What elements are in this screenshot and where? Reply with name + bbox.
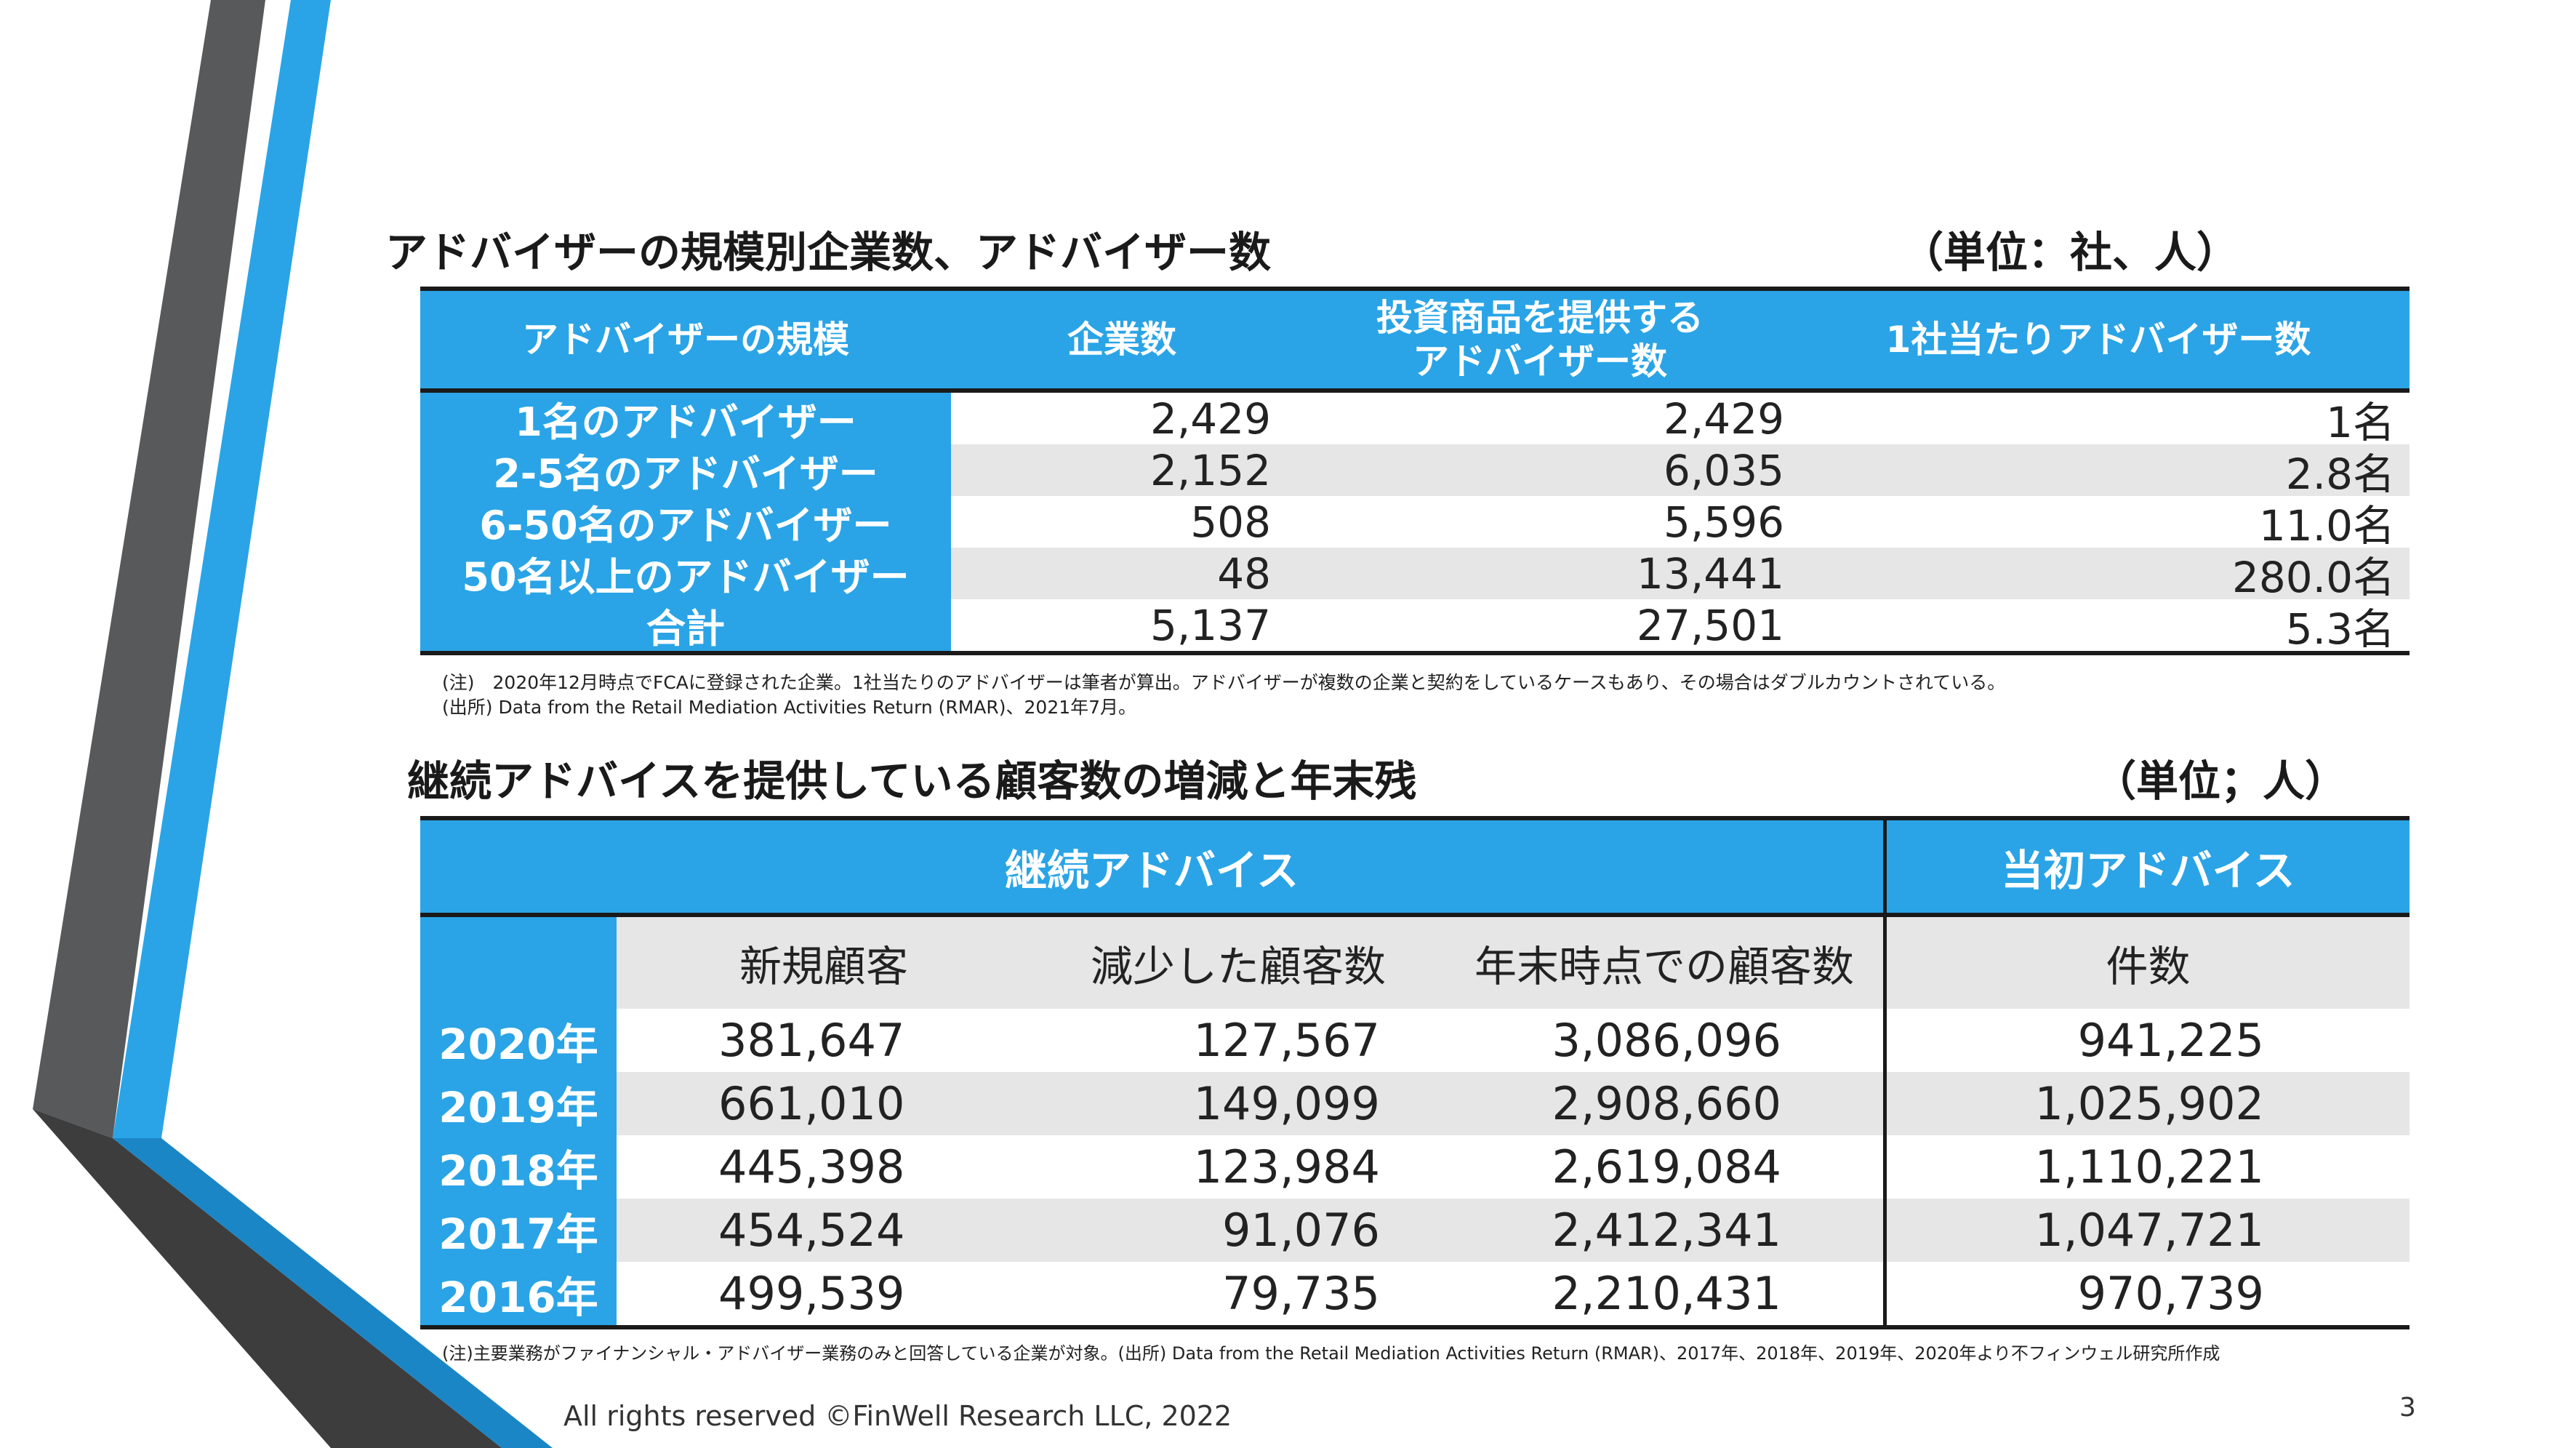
row-label: 1名のアドバイザー [420, 393, 951, 445]
header-separator [420, 913, 2410, 917]
row-year: 2020年 [420, 1009, 617, 1072]
section1-title: アドバイザーの規模別企業数、アドバイザー数 [385, 228, 1272, 277]
adviser-size-table: アドバイザーの規模 企業数 投資商品を提供する アドバイザー数 1社当たりアドバ… [420, 287, 2410, 655]
table-bottom-border [420, 1325, 2410, 1329]
cell-advisers: 5,596 [1663, 497, 1784, 547]
cell-new: 381,647 [718, 1014, 905, 1067]
cell-new: 661,010 [617, 1072, 1031, 1135]
cell-year-end: 2,908,660 [1445, 1072, 1887, 1135]
section2-title: 継続アドバイスを提供している顧客数の増減と年末残 [407, 756, 1417, 806]
cell-year-end: 3,086,096 [1445, 1009, 1887, 1072]
cell-year-end: 2,210,431 [1445, 1262, 1887, 1325]
row-label: 2-5名のアドバイザー [420, 444, 951, 497]
cell-advisers: 13,441 [1293, 548, 1787, 599]
header-ongoing-advice: 継続アドバイス [420, 820, 1887, 913]
cell-per-firm: 280.0名 [1787, 548, 2410, 602]
section1-unit: （単位：社、人） [1901, 228, 2239, 277]
table-row: 2016年 499,539 79,735 2,210,431 970,739 [420, 1262, 2410, 1325]
stripe-gray-bottom [33, 1109, 502, 1448]
cell-count: 941,225 [2077, 1014, 2264, 1067]
group-header-row: 継続アドバイス 当初アドバイス [420, 820, 2410, 913]
table-row-total: 合計 5,137 27,501 5.3名 [420, 599, 2410, 654]
cell-per-firm: 11.0名 [2258, 500, 2395, 551]
header-year-end-clients: 年末時点での顧客数 [1445, 917, 1887, 1009]
cell-firms: 48 [951, 548, 1293, 599]
cell-firms: 2,152 [951, 444, 1293, 496]
row-year: 2019年 [420, 1072, 617, 1135]
header-lost-clients: 減少した顧客数 [1031, 917, 1445, 1009]
table-header: アドバイザーの規模 企業数 投資商品を提供する アドバイザー数 1社当たりアドバ… [420, 287, 2410, 393]
cell-firms: 508 [1190, 497, 1271, 547]
table-row: 6-50名のアドバイザー 508 5,596 11.0名 [420, 496, 2410, 551]
row-year: 2017年 [420, 1199, 617, 1262]
cell-firms: 5,137 [1149, 600, 1271, 650]
table-row: 1名のアドバイザー 2,429 2,429 1名 [420, 393, 2410, 447]
table-row: 50名以上のアドバイザー 48 13,441 280.0名 [420, 548, 2410, 602]
section2-unit: （単位；人） [2094, 756, 2348, 806]
header-size: アドバイザーの規模 [522, 319, 849, 361]
table-row: 2017年 454,524 91,076 2,412,341 1,047,721 [420, 1199, 2410, 1262]
header-advisers: 投資商品を提供する アドバイザー数 [1293, 291, 1787, 388]
table-top-border [420, 816, 2410, 820]
cell-count: 1,110,221 [2034, 1140, 2264, 1193]
cell-per-firm: 5.3名 [2285, 604, 2395, 654]
section2-note: (注)主要業務がファイナンシャル・アドバイザー業務のみと回答している企業が対象。… [442, 1343, 2220, 1364]
cell-lost: 123,984 [1193, 1140, 1380, 1193]
cell-per-firm: 2.8名 [1787, 444, 2410, 499]
cell-advisers: 27,501 [1637, 600, 1784, 650]
cell-firms: 2,429 [1149, 393, 1271, 444]
stripe-blue-bottom [113, 1138, 553, 1448]
cell-lost: 79,735 [1222, 1267, 1380, 1320]
stripe-blue-top [113, 0, 331, 1138]
cell-advisers: 2,429 [1663, 393, 1784, 444]
row-year: 2018年 [420, 1135, 617, 1199]
row-label: 合計 [420, 599, 951, 652]
header-initial-advice: 当初アドバイス [2001, 845, 2295, 895]
cell-lost: 149,099 [1031, 1072, 1445, 1135]
cell-count: 1,025,902 [1887, 1072, 2410, 1135]
sub-header-row: 新規顧客 減少した顧客数 年末時点での顧客数 件数 [420, 917, 2410, 1009]
cell-year-end: 2,619,084 [1445, 1135, 1887, 1199]
note-line-2: (出所) Data from the Retail Mediation Acti… [442, 696, 1137, 718]
table-row: 2020年 381,647 127,567 3,086,096 941,225 [420, 1009, 2410, 1072]
cell-year-end: 2,412,341 [1445, 1199, 1887, 1262]
cell-new: 454,524 [617, 1199, 1031, 1262]
section1-note: (注) 2020年12月時点でFCAに登録された企業。1社当たりのアドバイザーは… [442, 671, 2005, 720]
table-row: 2-5名のアドバイザー 2,152 6,035 2.8名 [420, 444, 2410, 499]
table-row: 2018年 445,398 123,984 2,619,084 1,110,22… [420, 1135, 2410, 1199]
header-year-blank [420, 917, 617, 1009]
row-label: 6-50名のアドバイザー [420, 496, 951, 548]
row-year: 2016年 [420, 1262, 617, 1325]
row-label: 50名以上のアドバイザー [420, 548, 951, 600]
cell-count: 1,047,721 [1887, 1199, 2410, 1262]
table-row: 2019年 661,010 149,099 2,908,660 1,025,90… [420, 1072, 2410, 1135]
header-advisers-text: 投資商品を提供する アドバイザー数 [1376, 297, 1704, 383]
cell-count: 970,739 [2077, 1267, 2264, 1320]
header-new-clients: 新規顧客 [617, 917, 1031, 1009]
cell-per-firm: 1名 [2326, 397, 2395, 447]
page-number: 3 [2399, 1393, 2416, 1423]
header-count: 件数 [1887, 917, 2410, 1009]
advice-clients-table: 継続アドバイス 当初アドバイス 新規顧客 減少した顧客数 年末時点での顧客数 件… [420, 816, 2410, 1329]
cell-new: 445,398 [718, 1140, 905, 1193]
header-firms: 企業数 [1067, 319, 1176, 361]
cell-advisers: 6,035 [1293, 444, 1787, 496]
cell-new: 499,539 [718, 1267, 905, 1320]
copyright: All rights reserved ©FinWell Research LL… [563, 1400, 1232, 1432]
table-bottom-border [420, 651, 2410, 655]
note-line-1: (注) 2020年12月時点でFCAに登録された企業。1社当たりのアドバイザーは… [442, 672, 2006, 693]
header-per-firm: 1社当たりアドバイザー数 [1885, 319, 2311, 361]
cell-lost: 91,076 [1031, 1199, 1445, 1262]
cell-lost: 127,567 [1193, 1014, 1380, 1067]
stripe-gray-top [33, 0, 265, 1138]
